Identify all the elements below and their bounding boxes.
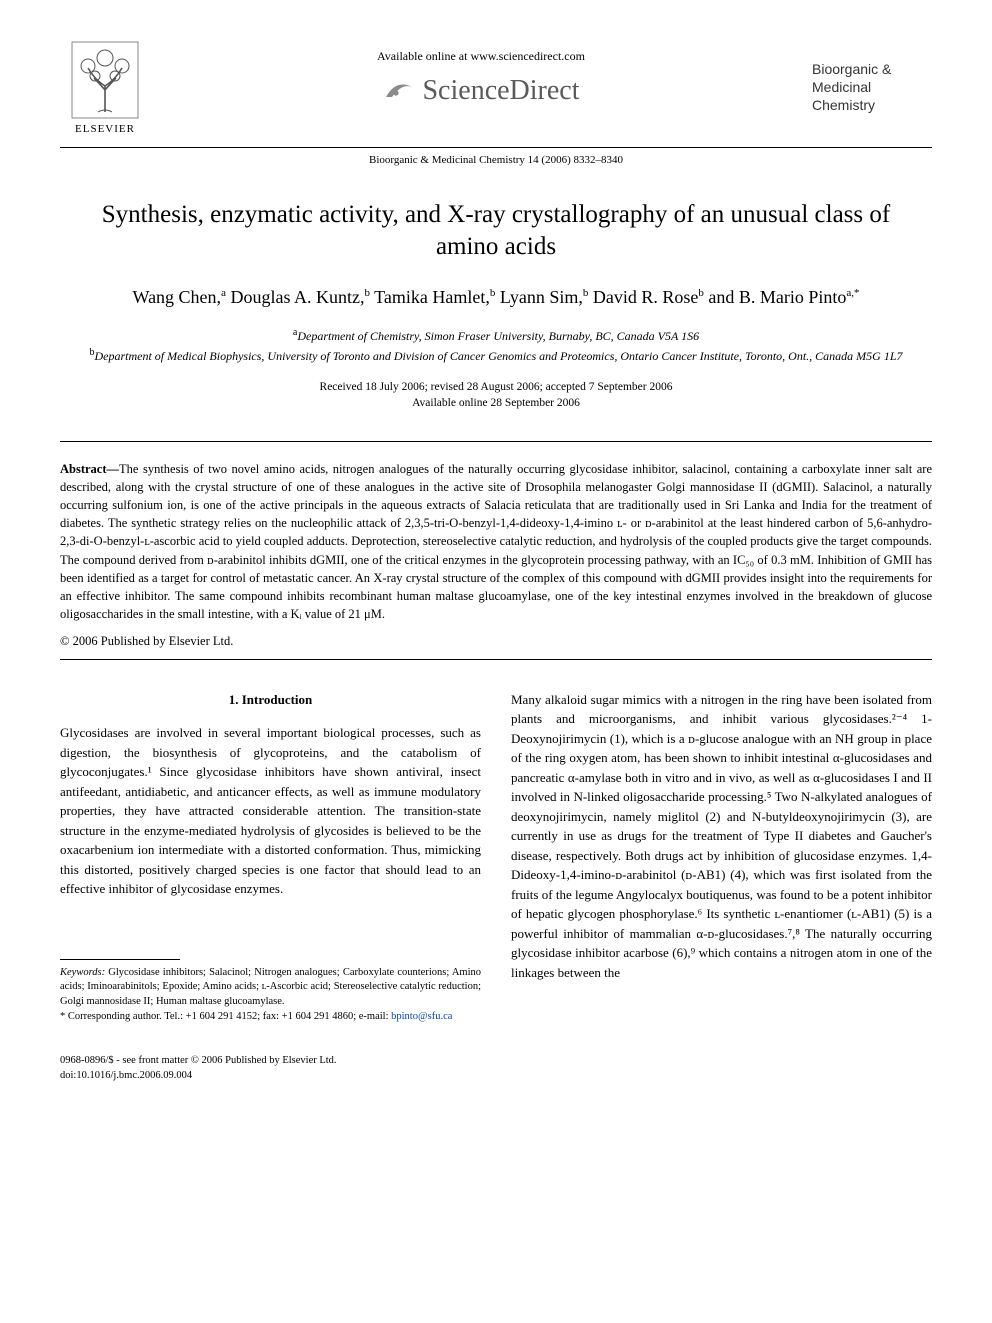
corr-text: * Corresponding author. Tel.: +1 604 291… — [60, 1011, 391, 1022]
page-header: ELSEVIER Available online at www.science… — [60, 40, 932, 148]
page-footer: 0968-0896/$ - see front matter © 2006 Pu… — [60, 1054, 932, 1083]
body-columns: 1. Introduction Glycosidases are involve… — [60, 690, 932, 1025]
journal-name-block: Bioorganic & Medicinal Chemistry — [812, 40, 932, 115]
affiliations: aDepartment of Chemistry, Simon Fraser U… — [60, 325, 932, 365]
corresponding-author: * Corresponding author. Tel.: +1 604 291… — [60, 1010, 481, 1025]
footnotes-block: Keywords: Glycosidase inhibitors; Salaci… — [60, 966, 481, 1025]
sciencedirect-text: ScienceDirect — [422, 71, 579, 110]
abstract-body: The synthesis of two novel amino acids, … — [60, 462, 932, 621]
journal-citation: Bioorganic & Medicinal Chemistry 14 (200… — [60, 153, 932, 168]
sciencedirect-swoosh-icon — [382, 73, 416, 107]
rule-above-abstract — [60, 441, 932, 442]
abstract: Abstract—The synthesis of two novel amin… — [60, 460, 932, 623]
journal-name-line3: Chemistry — [812, 96, 932, 114]
footnote-rule — [60, 959, 180, 960]
article-dates: Received 18 July 2006; revised 28 August… — [60, 379, 932, 411]
dates-received: Received 18 July 2006; revised 28 August… — [60, 379, 932, 395]
header-center: Available online at www.sciencedirect.co… — [150, 40, 812, 114]
rule-below-abstract — [60, 659, 932, 660]
publisher-block: ELSEVIER — [60, 40, 150, 137]
column-right: Many alkaloid sugar mimics with a nitrog… — [511, 690, 932, 1025]
affiliation-b: bDepartment of Medical Biophysics, Unive… — [60, 345, 932, 365]
available-online-text: Available online at www.sciencedirect.co… — [150, 48, 812, 65]
abstract-label: Abstract— — [60, 462, 119, 476]
publisher-name: ELSEVIER — [75, 122, 135, 137]
keywords-text: Glycosidase inhibitors; Salacinol; Nitro… — [60, 967, 481, 1007]
sciencedirect-brand: ScienceDirect — [382, 71, 579, 110]
intro-para-right: Many alkaloid sugar mimics with a nitrog… — [511, 690, 932, 983]
copyright-line: © 2006 Published by Elsevier Ltd. — [60, 633, 932, 651]
intro-para-left: Glycosidases are involved in several imp… — [60, 723, 481, 899]
article-title: Synthesis, enzymatic activity, and X-ray… — [100, 199, 892, 264]
footer-doi: doi:10.1016/j.bmc.2006.09.004 — [60, 1069, 932, 1084]
journal-name-line1: Bioorganic & — [812, 60, 932, 78]
affiliation-a: aDepartment of Chemistry, Simon Fraser U… — [60, 325, 932, 345]
keywords-label: Keywords: — [60, 967, 105, 978]
footer-front-matter: 0968-0896/$ - see front matter © 2006 Pu… — [60, 1054, 932, 1069]
authors-line: Wang Chen,a Douglas A. Kuntz,b Tamika Ha… — [60, 284, 932, 311]
keywords-line: Keywords: Glycosidase inhibitors; Salaci… — [60, 966, 481, 1010]
journal-name-line2: Medicinal — [812, 78, 932, 96]
corr-email-link[interactable]: bpinto@sfu.ca — [391, 1011, 452, 1022]
elsevier-tree-icon — [70, 40, 140, 120]
column-left: 1. Introduction Glycosidases are involve… — [60, 690, 481, 1025]
dates-online: Available online 28 September 2006 — [60, 395, 932, 411]
intro-heading: 1. Introduction — [60, 690, 481, 710]
